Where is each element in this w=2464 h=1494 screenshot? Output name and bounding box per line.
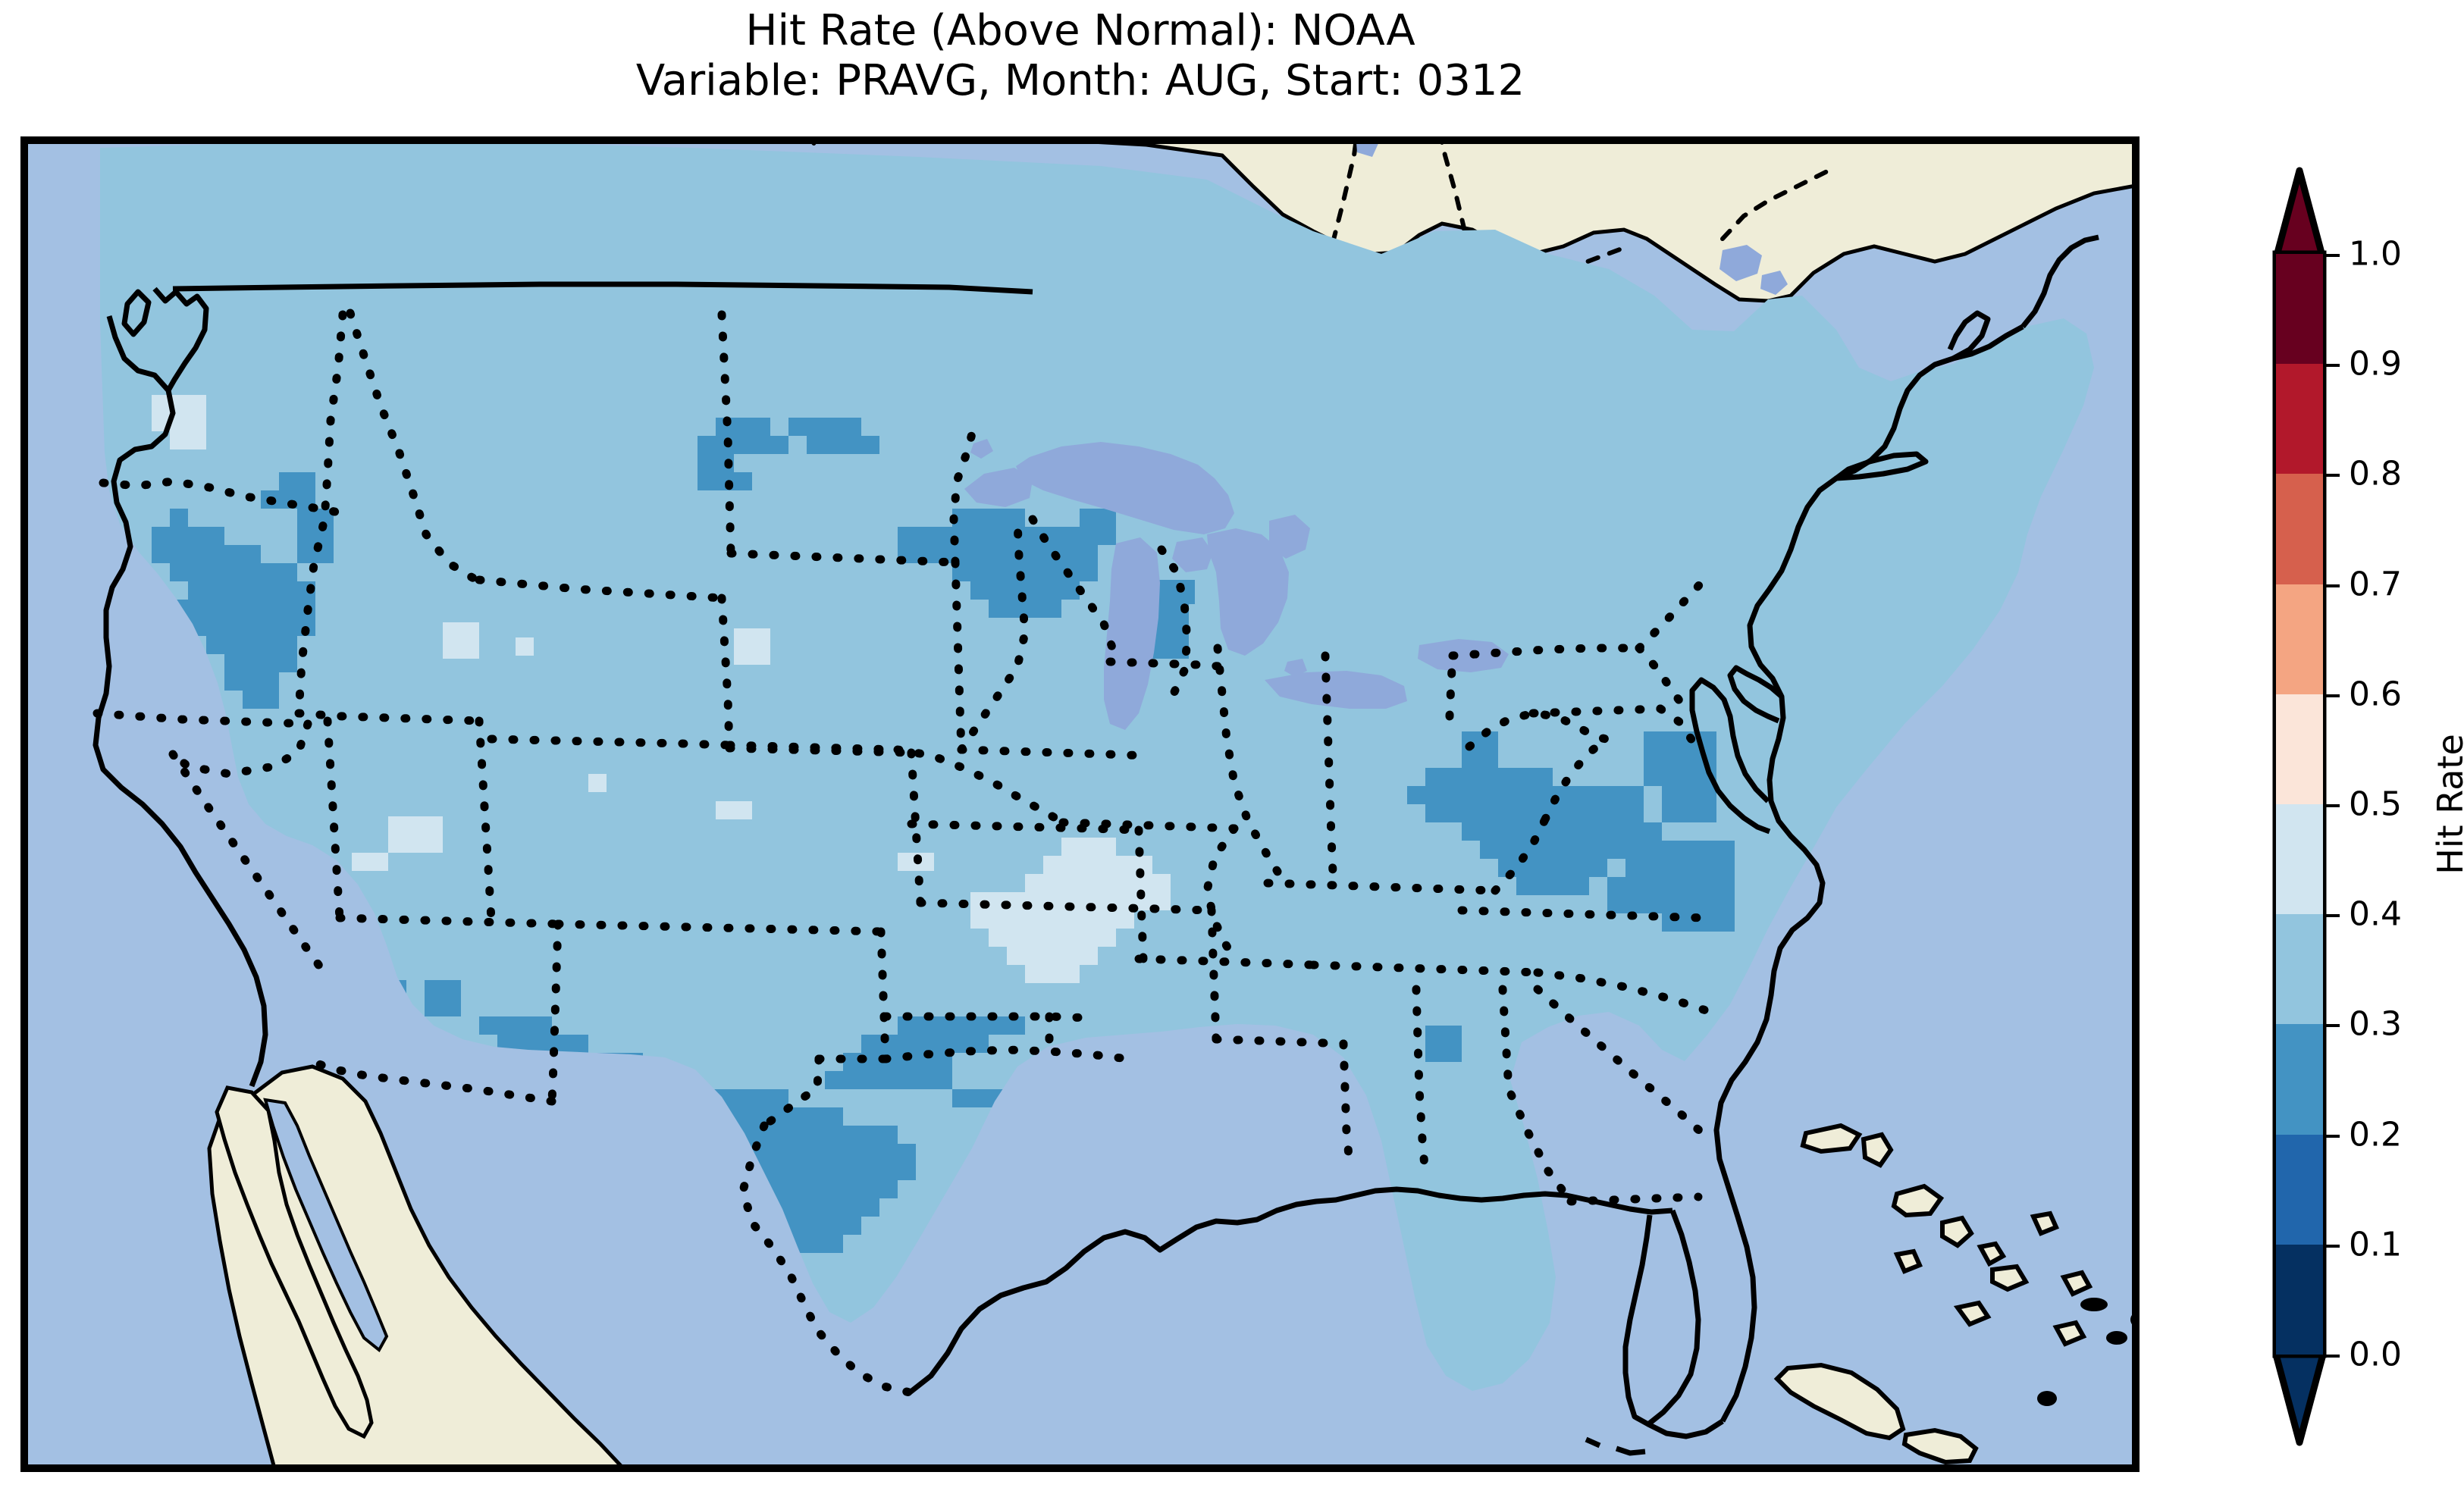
state-borders bbox=[92, 309, 1719, 1397]
figure-title: Hit Rate (Above Normal): NOAA Variable: … bbox=[0, 6, 2161, 106]
colorbar-tick-label-0.4: 0.4 bbox=[2349, 894, 2402, 934]
colorbar-tick-label-0.9: 0.9 bbox=[2349, 344, 2402, 384]
colorbar-band-2 bbox=[2276, 1024, 2323, 1135]
colorbar-axis-label: Hit Rate bbox=[2430, 734, 2464, 875]
map-axes bbox=[20, 136, 2140, 1472]
colorbar-band-0 bbox=[2276, 1244, 2323, 1355]
colorbar-band-4 bbox=[2276, 804, 2323, 915]
bahamas-islands bbox=[1800, 1123, 2093, 1347]
cuba-landmass bbox=[1773, 1362, 1906, 1441]
title-line-2: Variable: PRAVG, Month: AUG, Start: 0312 bbox=[635, 56, 1525, 105]
colorbar-tick-label-1.0: 1.0 bbox=[2349, 234, 2402, 274]
colorbar-tick-0.5 bbox=[2323, 804, 2340, 807]
colorbar-tick-0.6 bbox=[2323, 694, 2340, 697]
colorbar-tick-label-0.0: 0.0 bbox=[2349, 1335, 2402, 1374]
colorbar: 0.0 0.1 0.2 0.3 0.4 0.5 0.6 0.7 0.8 0.9 1.0 bbox=[2272, 167, 2402, 1446]
hispaniola-landmass bbox=[1901, 1427, 1979, 1465]
colorbar-tick-label-0.1: 0.1 bbox=[2349, 1225, 2402, 1264]
colorbar-tick-0.2 bbox=[2323, 1134, 2340, 1138]
colorbar-band-5 bbox=[2276, 694, 2323, 804]
colorbar-band-9 bbox=[2276, 254, 2323, 365]
colorbar-tick-1.0 bbox=[2323, 254, 2340, 257]
colorbar-tick-label-0.7: 0.7 bbox=[2349, 565, 2402, 604]
colorbar-tick-0.8 bbox=[2323, 474, 2340, 478]
great-lakes bbox=[964, 439, 1509, 730]
lake-erie bbox=[1265, 671, 1407, 709]
colorbar-tick-0.0 bbox=[2323, 1355, 2340, 1358]
colorbar-tick-0.1 bbox=[2323, 1244, 2340, 1248]
lake-michigan bbox=[1104, 537, 1160, 730]
colorbar-band-7 bbox=[2276, 474, 2323, 584]
conus-coastline bbox=[92, 234, 2099, 1456]
colorbar-tick-label-0.2: 0.2 bbox=[2349, 1115, 2402, 1154]
colorbar-tick-0.7 bbox=[2323, 584, 2340, 587]
colorbar-band-1 bbox=[2276, 1134, 2323, 1245]
baja-california bbox=[215, 1085, 374, 1439]
lake-huron bbox=[1207, 528, 1289, 656]
canada-landmass bbox=[1030, 140, 2136, 303]
small-islands bbox=[2037, 1298, 2136, 1406]
lake-superior bbox=[1016, 442, 1234, 534]
colorbar-band-3 bbox=[2276, 914, 2323, 1025]
colorbar-band-8 bbox=[2276, 364, 2323, 475]
colorbar-tick-label-0.3: 0.3 bbox=[2349, 1004, 2402, 1044]
colorbar-tick-0.9 bbox=[2323, 364, 2340, 368]
colorbar-over-arrow bbox=[2272, 167, 2327, 262]
colorbar-tick-0.4 bbox=[2323, 914, 2340, 918]
colorbar-tick-label-0.6: 0.6 bbox=[2349, 675, 2402, 714]
colorbar-tick-label-0.5: 0.5 bbox=[2349, 785, 2402, 824]
colorbar-tick-0.3 bbox=[2323, 1024, 2340, 1028]
lake-ontario bbox=[1418, 639, 1509, 672]
colorbar-band-6 bbox=[2276, 584, 2323, 694]
gulf-of-california bbox=[263, 1098, 389, 1353]
colorbar-tick-label-0.8: 0.8 bbox=[2349, 454, 2402, 493]
map-svg bbox=[24, 140, 2136, 1468]
colorbar-under-arrow bbox=[2272, 1351, 2327, 1446]
title-line-1: Hit Rate (Above Normal): NOAA bbox=[745, 6, 1415, 55]
